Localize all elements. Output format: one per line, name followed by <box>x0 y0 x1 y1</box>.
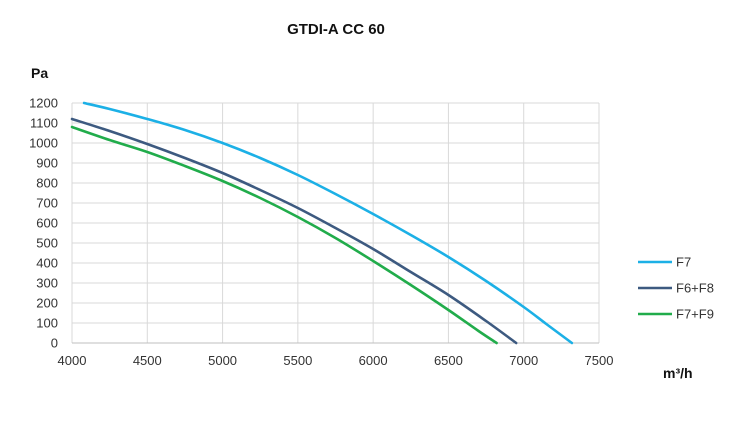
y-tick-label: 0 <box>51 336 58 351</box>
series-line-f6-f8 <box>70 117 518 345</box>
y-tick-label: 900 <box>36 156 58 171</box>
y-tick-label: 1100 <box>30 116 58 131</box>
grid-lines <box>71 102 600 344</box>
x-tick-label: 4000 <box>58 353 87 368</box>
x-tick-label: 5000 <box>208 353 237 368</box>
y-tick-label: 200 <box>36 296 58 311</box>
series-line-f7-f9 <box>70 125 498 345</box>
chart-title: GTDI-A CC 60 <box>287 21 385 38</box>
y-tick-label: 1200 <box>29 96 58 111</box>
x-axis-label: m³/h <box>663 365 693 381</box>
legend-label-f7-f9: F7+F9 <box>676 307 714 322</box>
x-tick-label: 7000 <box>509 353 538 368</box>
y-tick-label: 400 <box>36 256 58 271</box>
x-tick-label: 6500 <box>434 353 463 368</box>
series-line-f7 <box>82 101 574 345</box>
y-tick-label: 300 <box>36 276 58 291</box>
x-tick-label: 5500 <box>283 353 312 368</box>
y-tick-label: 800 <box>36 176 58 191</box>
y-tick-label: 600 <box>36 216 58 231</box>
y-axis-label: Pa <box>31 65 48 81</box>
x-tick-label: 6000 <box>359 353 388 368</box>
x-tick-label: 7500 <box>585 353 614 368</box>
plot-series <box>70 101 574 345</box>
y-tick-label: 100 <box>36 316 58 331</box>
y-tick-label: 700 <box>36 196 58 211</box>
legend: F7 F6+F8 F7+F9 <box>638 255 714 322</box>
legend-label-f6-f8: F6+F8 <box>676 281 714 296</box>
axis-ticks: 0 100 200 300 400 500 600 700 800 900 1000 1100 1200… <box>29 96 613 369</box>
legend-label-f7: F7 <box>676 255 691 270</box>
y-tick-label: 1000 <box>29 136 58 151</box>
y-tick-label: 500 <box>36 236 58 251</box>
x-tick-label: 4500 <box>133 353 162 368</box>
